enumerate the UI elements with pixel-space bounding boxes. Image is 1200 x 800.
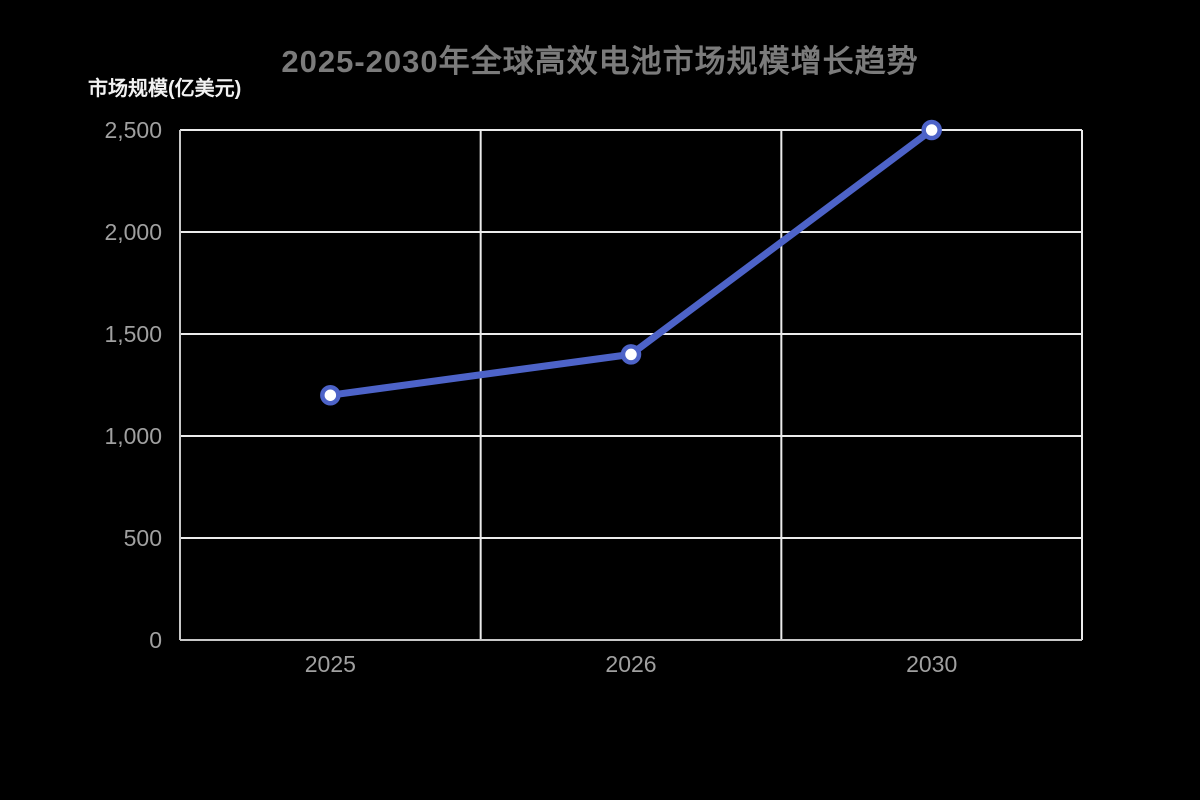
x-tick-label: 2030 <box>906 651 957 677</box>
y-tick-label: 2,500 <box>104 117 162 143</box>
y-tick-label: 2,000 <box>104 219 162 245</box>
y-tick-label: 500 <box>124 525 162 551</box>
y-axis-name: 市场规模(亿美元) <box>88 78 242 100</box>
x-tick-label: 2025 <box>305 651 356 677</box>
y-tick-label: 0 <box>149 627 162 653</box>
y-tick-label: 1,000 <box>104 423 162 449</box>
x-tick-label: 2026 <box>605 651 656 677</box>
y-tick-label: 1,500 <box>104 321 162 347</box>
data-point-marker-2025 <box>320 384 341 406</box>
data-point-marker-2026 <box>620 344 642 365</box>
chart-title: 2025-2030年全球高效电池市场规模增长趋势 <box>281 44 919 79</box>
data-point-marker-2030 <box>921 119 942 141</box>
